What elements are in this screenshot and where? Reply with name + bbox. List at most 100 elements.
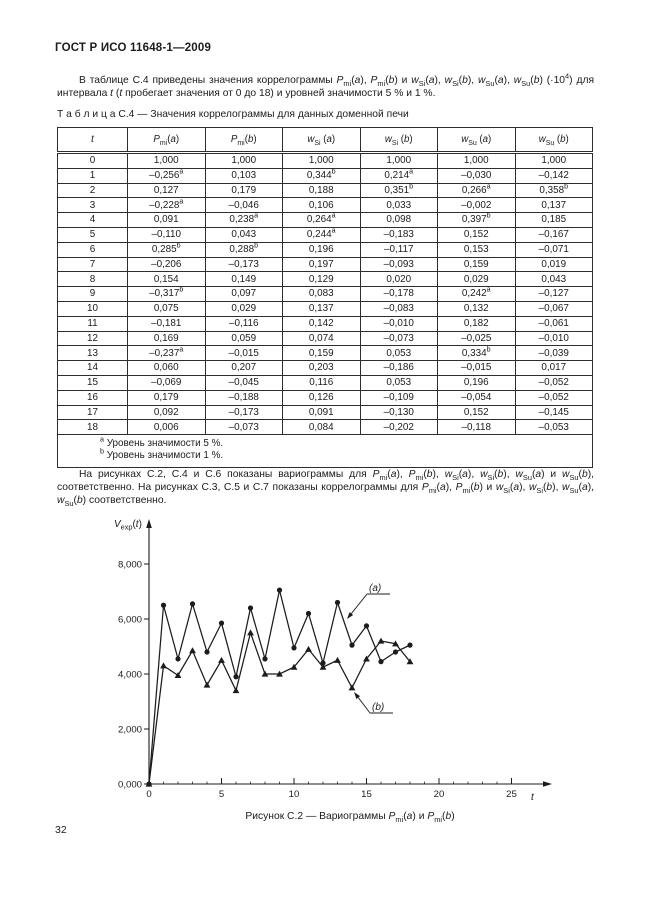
table-cell: 0,351b xyxy=(359,182,438,199)
document-title: ГОСТ Р ИСО 11648-1—2009 xyxy=(55,42,212,54)
table-cell: –0,045 xyxy=(204,374,283,391)
table-row: 2 0,127 0,179 0,188 0,351b 0,266a 0,358b xyxy=(57,182,593,199)
table-cell: 10 xyxy=(57,300,128,317)
page-number: 32 xyxy=(55,824,67,836)
table-cell: –0,052 xyxy=(514,389,593,406)
table-cell: 11 xyxy=(57,315,128,332)
table-cell: –0,039 xyxy=(514,345,593,362)
data-point-triangle xyxy=(276,670,283,677)
table-cell: 1,000 xyxy=(282,152,361,169)
table-row: 3 –0,228a –0,046 0,106 0,033 –0,002 0,137 xyxy=(57,197,593,214)
table-cell: 0,397b xyxy=(437,212,516,228)
data-point-triangle xyxy=(377,637,385,644)
table-cell: –0,110 xyxy=(127,226,206,243)
data-point-triangle xyxy=(290,663,298,670)
data-point-triangle xyxy=(247,629,254,636)
table-cell: –0,145 xyxy=(514,404,593,421)
table-cell: 8 xyxy=(57,271,128,288)
table-cell: –0,073 xyxy=(359,330,438,347)
table-cell: 0,152 xyxy=(437,404,516,421)
table-cell: 1,000 xyxy=(514,152,593,169)
table-row: 18 0,006 –0,073 0,084 –0,202 –0,118 –0,053 xyxy=(57,419,593,436)
table-cell: –0,010 xyxy=(359,315,438,332)
table-cell: 18 xyxy=(57,419,128,436)
table-cell: 0,091 xyxy=(127,212,206,228)
table-cell: 0,188 xyxy=(282,182,361,199)
data-point-triangle xyxy=(319,663,327,670)
table-cell: –0,073 xyxy=(204,419,283,436)
column-header: Pmi(b) xyxy=(204,127,283,154)
table-cell: –0,030 xyxy=(437,167,516,184)
data-point-triangle xyxy=(305,645,312,652)
table-cell: 0,179 xyxy=(204,182,283,199)
y-tick-label: 0,000 xyxy=(118,779,142,790)
table-cell: 0,020 xyxy=(359,271,438,288)
data-point-circle xyxy=(160,602,167,608)
data-point-triangle xyxy=(363,655,370,662)
table-cell: –0,186 xyxy=(359,360,438,376)
column-header: wSi (b) xyxy=(359,127,438,154)
data-point-circle xyxy=(349,642,355,648)
svg-text:(a): (a) xyxy=(369,583,381,594)
table-cell: –0,228a xyxy=(127,197,206,214)
table-cell: 0,137 xyxy=(514,197,593,214)
table-cell: 0,196 xyxy=(437,374,516,391)
data-point-circle xyxy=(378,659,384,665)
table-cell: 0,154 xyxy=(127,271,206,288)
series-callout-b: (b) xyxy=(354,692,393,714)
table-row: 5 –0,110 0,043 0,244a –0,183 0,152 –0,167 xyxy=(57,226,593,243)
y-tick-label: 4,000 xyxy=(118,669,142,680)
table-title: Т а б л и ц а С.4 — Значения коррелограм… xyxy=(57,109,409,120)
table-cell: –0,256a xyxy=(127,167,206,184)
table-cell: 0,288b xyxy=(204,241,283,258)
table-cell: –0,173 xyxy=(204,404,283,421)
table-cell: 0,092 xyxy=(127,404,206,421)
data-point-triangle xyxy=(203,681,211,688)
table-cell: 9 xyxy=(57,286,128,302)
table-cell: 6 xyxy=(57,241,128,258)
table-cell: 0,103 xyxy=(204,167,283,184)
table-cell: 0,179 xyxy=(127,389,206,406)
table-cell: 0,019 xyxy=(514,256,593,273)
table-cell: –0,206 xyxy=(127,256,206,273)
data-point-triangle xyxy=(232,687,240,694)
table-cell: 0,106 xyxy=(282,197,361,214)
figures-paragraph: На рисунках С.2, С.4 и С.6 показаны вари… xyxy=(57,469,595,509)
data-point-circle xyxy=(247,605,254,611)
table-cell: 0,017 xyxy=(514,360,593,376)
data-point-triangle xyxy=(174,671,182,678)
table-cell: 0,043 xyxy=(204,226,283,243)
x-tick-label: 5 xyxy=(219,789,224,800)
table-cell: –0,054 xyxy=(437,389,516,406)
data-point-triangle xyxy=(145,780,153,787)
table-cell: –0,130 xyxy=(359,404,438,421)
table-cell: –0,202 xyxy=(359,419,438,436)
table-cell: –0,183 xyxy=(359,226,438,243)
data-point-triangle xyxy=(218,656,225,663)
table-cell: 0,169 xyxy=(127,330,206,347)
table-row: 11 –0,181 –0,116 0,142 –0,010 0,182 –0,061 xyxy=(57,315,593,332)
table-cell: 0,152 xyxy=(437,226,516,243)
table-cell: –0,052 xyxy=(514,374,593,391)
y-tick-label: 8,000 xyxy=(118,559,142,570)
series-a xyxy=(146,587,413,787)
data-point-circle xyxy=(262,656,268,662)
data-point-circle xyxy=(334,599,341,606)
variogram-chart: 0,000 2,000 4,000 6,000 8,000 0 5 10 15 20 25 (a) (b… xyxy=(100,513,560,815)
table-cell: 0,142 xyxy=(282,315,361,332)
x-axis-label: t xyxy=(531,792,535,803)
table-cell: 4 xyxy=(57,212,128,228)
data-point-circle xyxy=(175,656,181,662)
table-cell: –0,046 xyxy=(204,197,283,214)
table-cell: 0,059 xyxy=(204,330,283,347)
data-point-triangle xyxy=(160,662,167,669)
table-cell: –0,167 xyxy=(514,226,593,243)
data-point-circle xyxy=(363,623,370,629)
table-row: 9 –0,317b 0,097 0,083 –0,178 0,242a –0,127 xyxy=(57,286,593,302)
table-cell: 0,203 xyxy=(282,360,361,376)
table-cell: 0,238a xyxy=(204,212,283,228)
table-cell: 0,344b xyxy=(282,167,361,184)
table-footnotes-cell: a Уровень значимости 5 %. b Уровень значи… xyxy=(57,434,593,468)
data-point-triangle xyxy=(392,640,399,647)
table-cell: 0,149 xyxy=(204,271,283,288)
